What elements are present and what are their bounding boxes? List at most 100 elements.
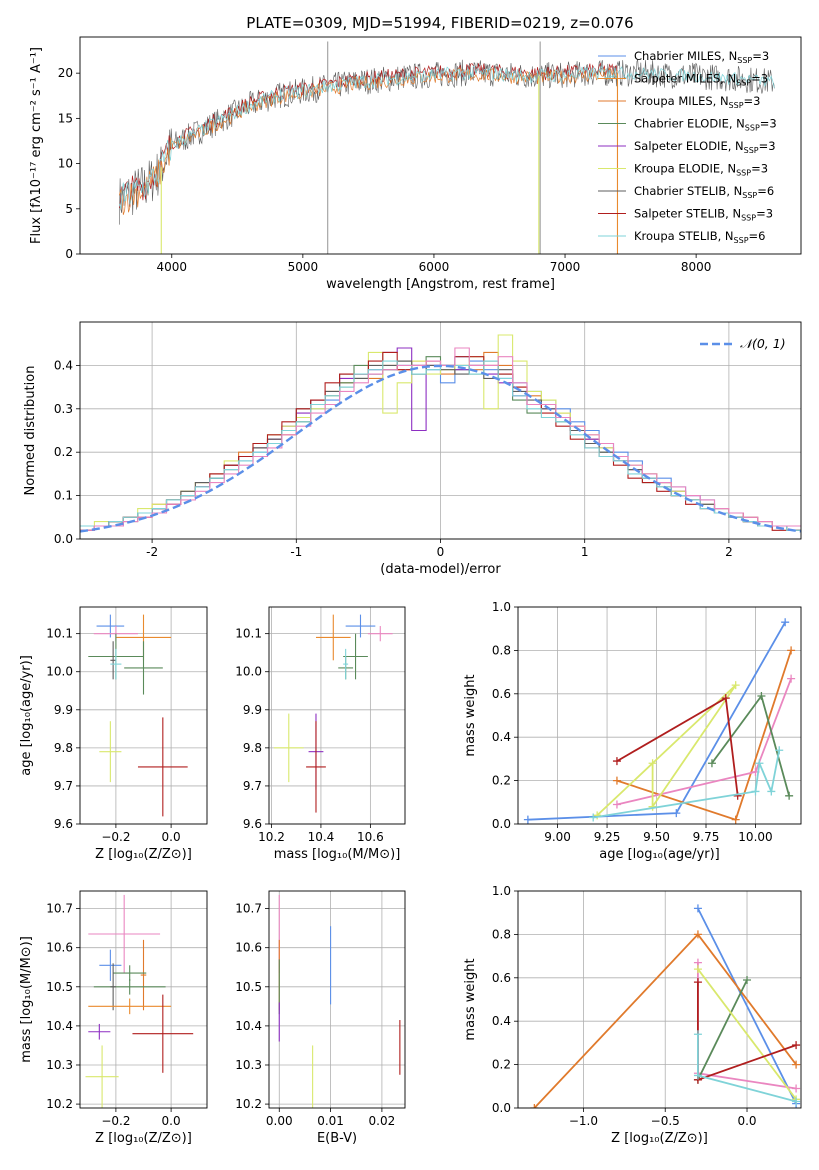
weight-marker [648,759,657,768]
y-tick-label: 0.6 [492,687,511,701]
weight-marker [523,815,532,824]
mass-vs-extinction-panel: 0.00 0.01 0.02 10.2 10.3 10.4 10.5 10.6 10.7 E(B-… [235,890,406,1146]
x-tick-label: −1.0 [569,1114,598,1128]
plot-area [278,894,401,1108]
y-tick-label: 20 [58,66,73,80]
weight-series-line [593,750,781,819]
legend-label: Chabrier STELIB, NSSP=6 [634,184,774,200]
y-tick-label: 9.7 [54,779,73,793]
weight-marker [787,674,796,683]
y-tick-label: 10.1 [235,627,262,641]
x-tick-label: 10.4 [308,830,335,844]
y-tick-label: 9.8 [54,741,73,755]
weight-marker [781,618,790,627]
spectrum-panel: 4000 5000 6000 7000 8000 0 5 10 15 20 wavelength [… [29,36,802,292]
y-tick-label: 9.6 [54,817,73,831]
legend-label: Kroupa STELIB, NSSP=6 [634,229,765,245]
y-tick-label: 9.8 [243,741,262,755]
weight-marker [707,759,716,768]
y-axis-label: Normed distribution [23,366,38,496]
x-tick-label: 0.0 [162,1114,181,1128]
plot-area [530,904,801,1108]
mass-weight-vs-age-panel: 9.00 9.25 9.50 9.75 10.00 0.0 0.2 0.4 0.6 0.8 1.0 a… [463,600,802,862]
x-axis-label: wavelength [Angstrom, rest frame] [326,277,555,292]
weight-marker [792,1084,801,1093]
x-tick-label: 0.02 [369,1114,396,1128]
y-tick-label: 0.3 [54,402,73,416]
plot-area [273,614,393,813]
x-tick-label: 10.2 [258,830,285,844]
y-tick-label: 0.2 [54,445,73,459]
y-tick-label: 0.1 [54,489,73,503]
y-tick-label: 0.4 [492,730,511,744]
legend-label: 𝒩(0, 1) [740,336,786,351]
y-tick-label: 10.7 [46,902,73,916]
plot-area [118,41,775,254]
y-tick-label: 1.0 [492,600,511,614]
weight-marker [792,1041,801,1050]
weight-marker [693,904,702,913]
weight-marker [589,813,598,822]
weight-marker [785,791,794,800]
y-tick-label: 0.0 [492,817,511,831]
weight-series-line [616,650,792,821]
y-axis-label: Flux [fλ10⁻¹⁷ erg cm⁻² s⁻¹ A⁻¹] [29,47,44,244]
figure-title: PLATE=0309, MJD=51994, FIBERID=0219, z=0… [246,14,633,32]
age-vs-mass-panel: 10.2 10.4 10.6 9.6 9.7 9.8 9.9 10.0 10.1 mass [lo… [235,606,406,862]
legend-label: Salpeter STELIB, NSSP=3 [634,207,773,223]
x-tick-label: 8000 [681,260,712,274]
mass-weight-vs-metallicity-panel: −1.0 −0.5 0.0 0.0 0.2 0.4 0.6 0.8 1.0 Z [log₁₀(Z/… [463,884,802,1146]
y-tick-label: 10.0 [235,665,262,679]
x-tick-label: 9.50 [643,830,670,844]
x-tick-label: 10.00 [738,830,772,844]
model-spectrum-line [604,66,775,88]
legend-label: Salpeter MILES, NSSP=3 [634,72,768,88]
y-tick-label: 10.2 [235,1097,262,1111]
axes-frame [79,36,802,255]
weight-marker [612,776,621,785]
y-tick-label: 10 [58,157,73,171]
y-tick-label: 0.8 [492,643,511,657]
y-tick-label: 0.2 [492,774,511,788]
weight-series-line [697,979,748,1081]
weight-marker [775,746,784,755]
y-tick-label: 0.0 [54,532,73,546]
y-tick-label: 10.3 [235,1058,262,1072]
y-axis-label: mass weight [463,674,478,756]
weight-marker [767,787,776,796]
axes-frame [268,890,406,1109]
x-tick-label: −0.2 [101,830,130,844]
weight-marker [755,759,764,768]
axes-frame [517,606,802,825]
weight-marker [648,802,657,811]
histogram-step-line [80,347,801,531]
axes-frame [268,606,406,825]
weight-series-line [616,678,792,806]
x-tick-label: 6000 [419,260,450,274]
x-tick-label: 2 [725,545,733,559]
x-tick-label: 5000 [288,260,319,274]
y-tick-label: 9.9 [54,703,73,717]
x-tick-label: 4000 [156,260,187,274]
y-tick-label: 10.4 [46,1019,73,1033]
x-tick-label: 9.00 [544,830,571,844]
weight-series-line [697,968,797,1100]
x-tick-label: 0.0 [737,1114,756,1128]
age-vs-metallicity-panel: −0.2 0.0 9.6 9.7 9.8 9.9 10.0 10.1 Z [log₁₀(Z/Z⊙… [19,606,208,862]
y-axis-label: mass weight [463,958,478,1040]
y-tick-label: 0.4 [492,1014,511,1028]
y-tick-label: 15 [58,111,73,125]
weight-marker [731,815,740,824]
weight-marker [733,791,742,800]
y-tick-label: 5 [65,202,73,216]
y-tick-label: 9.9 [243,703,262,717]
weight-marker [792,1097,801,1106]
axes-frame [79,606,208,825]
weight-marker [672,809,681,818]
weight-marker [731,681,740,690]
x-tick-label: 10.6 [357,830,384,844]
plot-area [523,618,796,824]
plot-area [80,334,801,533]
weight-marker [693,965,702,974]
gaussian-reference-line [80,364,801,533]
